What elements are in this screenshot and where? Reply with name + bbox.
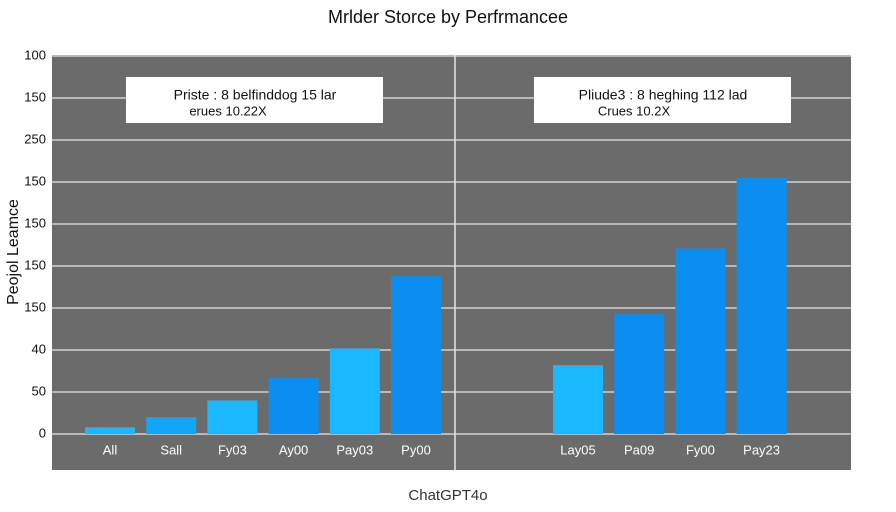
annotation-box	[126, 77, 383, 123]
y-tick-label: 50	[32, 383, 46, 398]
bar	[329, 348, 380, 434]
x-tick-label: Pa09	[624, 442, 654, 457]
y-tick-label: 150	[24, 89, 46, 104]
x-tick-label: Pay23	[743, 442, 780, 457]
annotation-text: Pliude3 : 8 heghing 112 lad	[579, 87, 748, 103]
x-axis-label: ChatGPT4o	[408, 487, 487, 504]
annotation-text: erues 10.22X	[189, 103, 267, 118]
y-axis-label: Peojol Leamce	[5, 199, 22, 305]
x-tick-label: All	[103, 442, 118, 457]
annotation-box	[534, 77, 791, 123]
x-tick-label: Lay05	[560, 442, 595, 457]
y-tick-label: 0	[39, 425, 46, 440]
bar	[268, 377, 319, 434]
y-tick-label: 150	[24, 299, 46, 314]
x-tick-label: Sall	[160, 442, 182, 457]
bar	[85, 427, 135, 434]
y-tick-label: 150	[24, 257, 46, 272]
y-tick-label: 150	[24, 173, 46, 188]
annotation-text: Priste : 8 belfinddog 15 lar	[174, 87, 337, 103]
bar	[207, 400, 258, 434]
x-tick-label: Fy00	[686, 442, 715, 457]
y-tick-label: 100	[24, 47, 46, 62]
bar	[146, 417, 197, 434]
y-tick-label: 150	[24, 215, 46, 230]
bar	[553, 365, 603, 434]
x-tick-label: Fy03	[218, 442, 247, 457]
bar	[736, 177, 787, 435]
bar	[391, 276, 441, 434]
bar	[675, 248, 726, 434]
annotation-text: Crues 10.2X	[598, 103, 671, 118]
chart-title: Mrlder Storce by Perfrmancee	[328, 7, 568, 27]
x-tick-label: Pay03	[336, 442, 373, 457]
x-tick-label: Py00	[401, 442, 431, 457]
y-tick-label: 250	[24, 131, 46, 146]
y-tick-label: 40	[32, 341, 46, 356]
bar	[614, 313, 665, 434]
x-tick-label: Ay00	[279, 442, 308, 457]
